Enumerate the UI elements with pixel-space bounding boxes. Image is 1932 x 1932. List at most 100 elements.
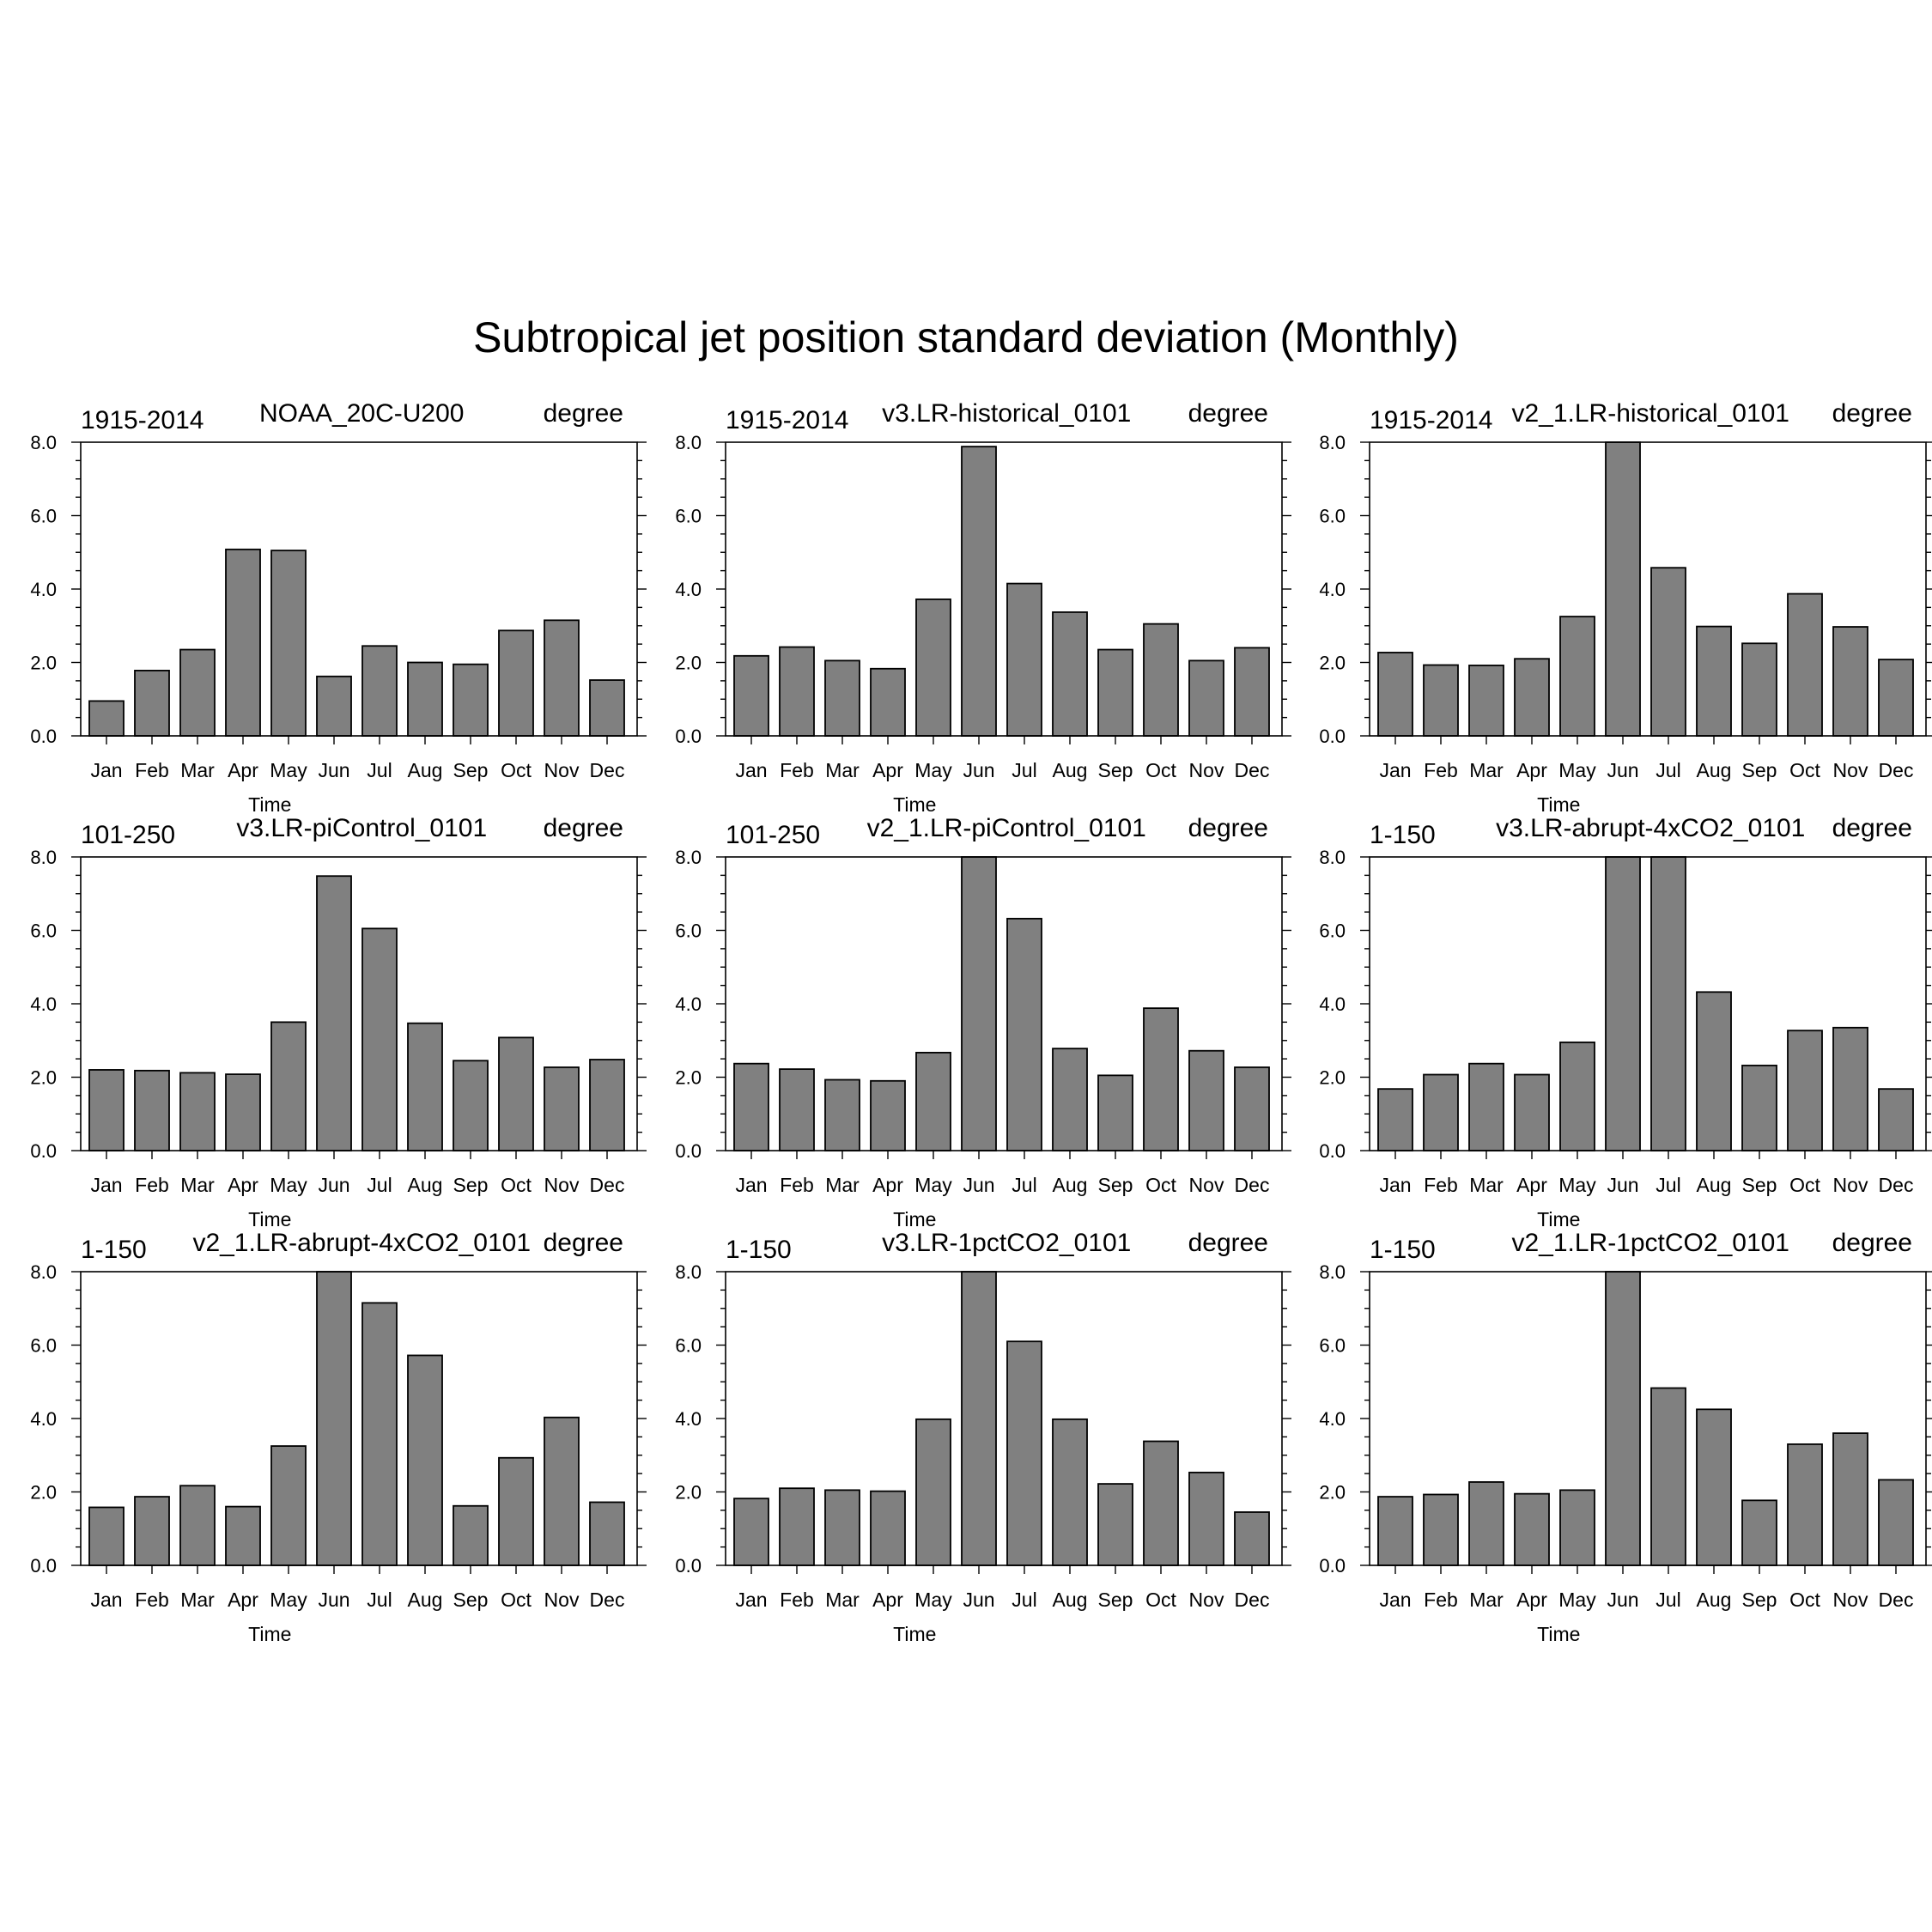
bar-feb bbox=[1423, 1493, 1459, 1566]
x-tick-label: Oct bbox=[1145, 1174, 1176, 1196]
x-tick-label: Aug bbox=[408, 759, 443, 781]
bar-jan bbox=[88, 1506, 125, 1566]
panel-units: degree bbox=[544, 399, 623, 428]
bar-aug bbox=[1052, 1418, 1088, 1566]
panel-left-label: 1-150 bbox=[1370, 821, 1436, 849]
bar-oct bbox=[1143, 1440, 1179, 1566]
panel-left-label: 1915-2014 bbox=[1370, 406, 1492, 434]
bar-nov bbox=[544, 1416, 580, 1566]
panel-units: degree bbox=[1832, 399, 1912, 428]
bar-nov bbox=[1832, 1432, 1868, 1566]
bar-mar bbox=[1468, 1481, 1504, 1566]
x-tick-label: Nov bbox=[544, 1174, 580, 1196]
panel-left-label: 1-150 bbox=[1370, 1236, 1436, 1264]
bar-jun bbox=[961, 856, 997, 1151]
x-tick-label: Oct bbox=[1789, 1589, 1820, 1611]
y-tick-label: 4.0 bbox=[30, 993, 57, 1015]
x-tick-label: Dec bbox=[1879, 759, 1914, 781]
bar-mar bbox=[179, 1072, 216, 1151]
y-tick-label: 0.0 bbox=[1319, 1140, 1346, 1162]
x-tick-label: Nov bbox=[1833, 1174, 1868, 1196]
bar-dec bbox=[589, 679, 625, 737]
bar-oct bbox=[1787, 1030, 1823, 1151]
chart-panel-8: 0.0 2.0 4.0 6.0 8.0 Jan Feb Mar Apr May Jun Jul Aug S… bbox=[675, 1229, 1291, 1645]
x-tick-label: Jan bbox=[735, 1174, 767, 1196]
x-tick-label: Dec bbox=[590, 759, 625, 781]
x-tick-label: Oct bbox=[1145, 759, 1176, 781]
bar-feb bbox=[779, 646, 815, 737]
x-tick-label: Mar bbox=[1469, 1174, 1504, 1196]
x-tick-label: Aug bbox=[1053, 1589, 1088, 1611]
x-tick-label: Nov bbox=[1189, 1589, 1224, 1611]
bar-apr bbox=[870, 667, 906, 737]
x-tick-label: Sep bbox=[453, 1174, 489, 1196]
chart-panel-4: 0.0 2.0 4.0 6.0 8.0 Jan Feb Mar Apr May Jun Jul Aug S… bbox=[30, 814, 647, 1230]
chart-panel-6: 0.0 2.0 4.0 6.0 8.0 Jan Feb Mar Apr May Jun Jul Aug S… bbox=[1319, 814, 1932, 1230]
bar-apr bbox=[1514, 658, 1550, 737]
bar-jun bbox=[961, 1271, 997, 1566]
x-tick-label: Apr bbox=[1516, 1589, 1547, 1611]
y-tick-label: 6.0 bbox=[675, 920, 702, 942]
x-axis-label: Time bbox=[1537, 793, 1580, 816]
y-tick-label: 6.0 bbox=[675, 506, 702, 527]
bar-dec bbox=[1234, 1066, 1270, 1151]
x-tick-label: Jul bbox=[1656, 1589, 1680, 1611]
y-tick-label: 4.0 bbox=[1319, 993, 1346, 1015]
bar-feb bbox=[779, 1487, 815, 1566]
x-tick-label: Apr bbox=[228, 1174, 258, 1196]
x-tick-label: Jan bbox=[735, 759, 767, 781]
bar-apr bbox=[870, 1490, 906, 1566]
panel-title: v2_1.LR-abrupt-4xCO2_0101 bbox=[192, 1229, 531, 1257]
x-tick-label: Jan bbox=[90, 1174, 122, 1196]
bar-jul bbox=[1650, 856, 1686, 1151]
x-tick-label: Jan bbox=[1379, 1174, 1411, 1196]
panel-title: v2_1.LR-historical_0101 bbox=[1511, 399, 1789, 428]
x-tick-label: Jul bbox=[367, 759, 392, 781]
y-tick-label: 2.0 bbox=[30, 653, 57, 674]
panel-title: v3.LR-1pctCO2_0101 bbox=[882, 1229, 1131, 1257]
bar-may bbox=[915, 598, 951, 737]
y-tick-label: 2.0 bbox=[1319, 1482, 1346, 1504]
x-tick-label: Aug bbox=[408, 1589, 443, 1611]
y-tick-label: 8.0 bbox=[30, 847, 57, 868]
x-axis-label: Time bbox=[1537, 1208, 1580, 1230]
panel-left-label: 101-250 bbox=[81, 821, 175, 849]
x-tick-label: Jul bbox=[1656, 1174, 1680, 1196]
bar-nov bbox=[1188, 1049, 1224, 1151]
bar-oct bbox=[498, 1036, 534, 1151]
bar-jan bbox=[88, 700, 125, 737]
bar-oct bbox=[1143, 1007, 1179, 1151]
x-tick-label: May bbox=[270, 1174, 307, 1196]
x-tick-label: Jun bbox=[1607, 1174, 1638, 1196]
x-tick-label: Feb bbox=[135, 1589, 169, 1611]
panel-units: degree bbox=[1832, 1229, 1912, 1257]
x-tick-label: Sep bbox=[1742, 1589, 1777, 1611]
x-tick-label: Apr bbox=[228, 759, 258, 781]
x-tick-label: Mar bbox=[180, 1174, 215, 1196]
bar-sep bbox=[453, 1060, 489, 1151]
bar-aug bbox=[1696, 1408, 1732, 1566]
x-tick-label: Nov bbox=[544, 759, 580, 781]
x-tick-label: Nov bbox=[544, 1589, 580, 1611]
bar-sep bbox=[1741, 642, 1777, 737]
bar-mar bbox=[179, 648, 216, 737]
y-tick-label: 2.0 bbox=[30, 1067, 57, 1089]
bar-jun bbox=[316, 1271, 352, 1566]
x-tick-label: Jun bbox=[963, 759, 994, 781]
bar-dec bbox=[1234, 647, 1270, 737]
bar-may bbox=[915, 1051, 951, 1151]
bar-jun bbox=[316, 675, 352, 737]
x-tick-label: Aug bbox=[1053, 759, 1088, 781]
panel-title: v2_1.LR-1pctCO2_0101 bbox=[1511, 1229, 1789, 1257]
x-tick-label: Nov bbox=[1189, 759, 1224, 781]
x-tick-label: May bbox=[914, 1174, 952, 1196]
bar-jun bbox=[1605, 441, 1641, 737]
x-tick-label: May bbox=[1558, 759, 1596, 781]
y-tick-label: 4.0 bbox=[675, 1408, 702, 1430]
x-tick-label: Apr bbox=[872, 1589, 903, 1611]
panel-units: degree bbox=[544, 1229, 623, 1257]
chart-panel-2: 0.0 2.0 4.0 6.0 8.0 Jan Feb Mar Apr May Jun Jul Aug S… bbox=[675, 399, 1291, 816]
y-tick-label: 0.0 bbox=[30, 1140, 57, 1162]
x-tick-label: Jun bbox=[963, 1174, 994, 1196]
bar-oct bbox=[1143, 623, 1179, 737]
